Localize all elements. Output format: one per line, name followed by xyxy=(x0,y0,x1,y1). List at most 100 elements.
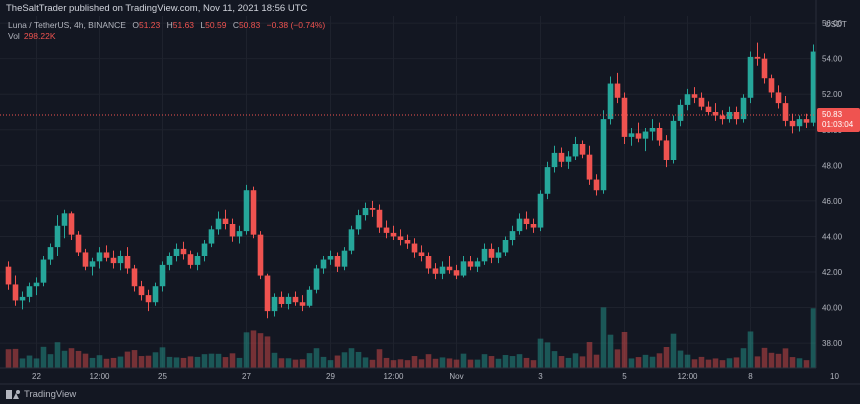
candle-body xyxy=(159,264,166,287)
volume-bar xyxy=(523,357,530,368)
volume-bar xyxy=(432,358,439,368)
candle-body xyxy=(544,167,551,194)
volume-bar xyxy=(677,350,684,368)
time-axis-bg xyxy=(0,368,816,384)
x-tick-label: 29 xyxy=(326,372,335,381)
volume-value: 298.22K xyxy=(23,31,56,41)
volume-bar xyxy=(292,359,299,368)
symbol-label[interactable]: Luna / TetherUS, 4h, BINANCE xyxy=(8,20,126,30)
volume-bar xyxy=(320,356,327,368)
volume-bar xyxy=(348,348,355,368)
volume-bar xyxy=(516,354,523,368)
volume-bar xyxy=(607,334,614,368)
candle-body xyxy=(138,286,145,296)
candle-body xyxy=(180,248,187,255)
price-badge-value: 50.83 xyxy=(822,110,843,119)
candle-body xyxy=(68,213,75,235)
volume-bar xyxy=(68,348,75,368)
volume-bar xyxy=(229,353,236,368)
candle-body xyxy=(264,275,271,312)
volume-bar xyxy=(124,351,131,368)
candle-body xyxy=(33,282,40,287)
volume-bar xyxy=(26,355,33,368)
candle-body xyxy=(663,140,670,160)
candle-body xyxy=(537,193,544,228)
volume-bar xyxy=(663,347,670,368)
volume-bar xyxy=(628,358,635,368)
candle-body xyxy=(810,51,817,123)
volume-bar xyxy=(54,342,61,368)
candle-body xyxy=(390,232,397,237)
volume-bar xyxy=(782,348,789,368)
volume-bar xyxy=(334,355,341,368)
volume-bar xyxy=(705,359,712,368)
tradingview-logo[interactable]: TradingView xyxy=(6,389,76,400)
price-badge-countdown: 01:03:04 xyxy=(822,120,854,129)
candle-body xyxy=(215,218,222,230)
volume-bar xyxy=(803,360,810,368)
candle-body xyxy=(754,56,761,59)
candle-body xyxy=(89,261,96,267)
volume-bar xyxy=(138,356,145,368)
candle-body xyxy=(341,250,348,267)
tradingview-logo-text: TradingView xyxy=(24,389,77,400)
candle-body xyxy=(481,248,488,262)
volume-bar xyxy=(61,350,68,368)
price-axis[interactable]: USDT38.0040.0042.0044.0046.0048.0050.005… xyxy=(815,0,860,368)
candle-body xyxy=(474,261,481,267)
volume-bar xyxy=(222,357,229,368)
volume-bar xyxy=(145,355,152,368)
volume-bar xyxy=(719,360,726,368)
candle-body xyxy=(446,266,453,271)
volume-bar xyxy=(117,356,124,368)
y-tick-label: 52.00 xyxy=(822,90,843,99)
candle-body xyxy=(698,97,705,107)
candle-body xyxy=(677,104,684,121)
candle-body xyxy=(278,296,285,304)
candle-body xyxy=(194,256,201,265)
volume-bar xyxy=(110,357,117,368)
candle-body xyxy=(418,252,425,256)
candle-body xyxy=(789,120,796,127)
candle-body xyxy=(383,227,390,233)
candle-body xyxy=(432,268,439,274)
x-tick-label: Nov xyxy=(449,372,463,381)
candle-body xyxy=(327,256,334,260)
volume-bar xyxy=(621,331,628,368)
volume-bar xyxy=(159,347,166,368)
candle-body xyxy=(313,268,320,290)
candle-body xyxy=(467,261,474,267)
candle-body xyxy=(26,286,33,297)
publisher-caption: TheSaltTrader published on TradingView.c… xyxy=(6,3,308,14)
candle-body xyxy=(348,229,355,251)
candle-body xyxy=(131,268,138,287)
candle-body xyxy=(579,144,586,155)
candle-body xyxy=(593,179,600,191)
volume-bar xyxy=(236,357,243,368)
volume-label[interactable]: Vol xyxy=(8,31,20,41)
volume-bar xyxy=(299,359,306,368)
candle-body xyxy=(320,259,327,269)
volume-bar xyxy=(278,358,285,368)
candle-body xyxy=(684,94,691,105)
volume-bar xyxy=(775,353,782,368)
candle-body xyxy=(47,247,54,260)
candle-body xyxy=(523,218,530,224)
y-tick-label: 54.00 xyxy=(822,55,843,64)
candle-body xyxy=(292,296,299,303)
volume-bar xyxy=(670,333,677,368)
volume-bar xyxy=(5,349,12,368)
volume-bar xyxy=(635,357,642,368)
volume-bar xyxy=(579,356,586,368)
volume-bar xyxy=(481,354,488,368)
volume-bar xyxy=(453,359,460,368)
candle-body xyxy=(733,112,740,120)
candle-body xyxy=(551,152,558,168)
volume-bar xyxy=(40,346,47,368)
candle-body xyxy=(201,243,208,256)
candle-body xyxy=(236,231,243,237)
volume-bar xyxy=(306,353,313,368)
